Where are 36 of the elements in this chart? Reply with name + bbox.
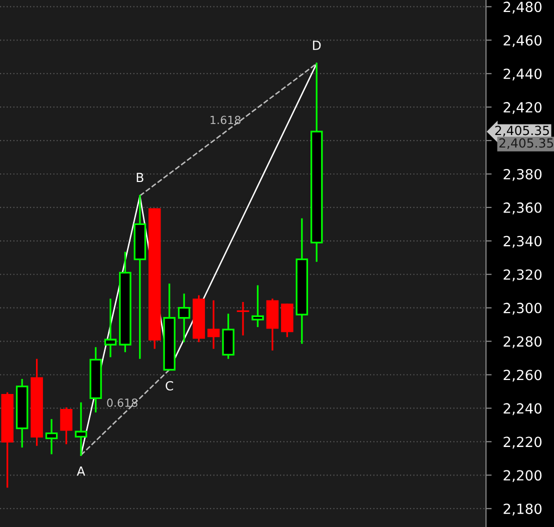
candlestick xyxy=(104,298,117,358)
y-tick-label: 2,280 xyxy=(504,336,542,348)
text: 2,405.35 xyxy=(499,138,554,149)
series-label: 1.618 xyxy=(210,116,240,124)
candlestick xyxy=(30,358,43,446)
y-tick-label: 2,220 xyxy=(504,436,542,449)
y-tick-label: 2,380 xyxy=(504,168,542,181)
y-tick-label: 2,340 xyxy=(504,236,542,248)
candlestick xyxy=(134,194,146,359)
series-label: 0.618 xyxy=(107,398,138,407)
candlestick xyxy=(236,302,250,336)
y-tick-label: 2,200 xyxy=(504,470,542,482)
y-tick-label: 2,480 xyxy=(504,2,542,14)
y-tick-label: 2,360 xyxy=(504,202,542,214)
data-label: B xyxy=(136,172,144,182)
candlestick xyxy=(74,402,88,456)
y-tick-label: 2,300 xyxy=(504,302,542,315)
y-tick-label: 2,240 xyxy=(504,403,542,416)
data-label: A xyxy=(76,466,86,476)
y-tick-label: 2,460 xyxy=(504,35,542,48)
y-tick-label: 2,320 xyxy=(504,269,542,282)
data-label: C xyxy=(166,381,174,391)
candlestick xyxy=(266,298,279,350)
text: 2,405.35 xyxy=(495,126,549,136)
y-tick-label: 2,440 xyxy=(504,68,542,81)
y-tick-label: 2,180 xyxy=(504,504,542,516)
candlestick xyxy=(310,62,323,262)
candlestick xyxy=(90,347,102,412)
candlestick xyxy=(296,218,308,344)
y-tick-label: 2,260 xyxy=(504,370,542,382)
candlestick xyxy=(207,300,220,349)
data-label: D xyxy=(313,40,321,50)
candlestick xyxy=(222,314,234,359)
candlestick xyxy=(178,294,190,342)
candlestick xyxy=(45,419,58,454)
y-tick-label: 2,420 xyxy=(504,102,542,114)
